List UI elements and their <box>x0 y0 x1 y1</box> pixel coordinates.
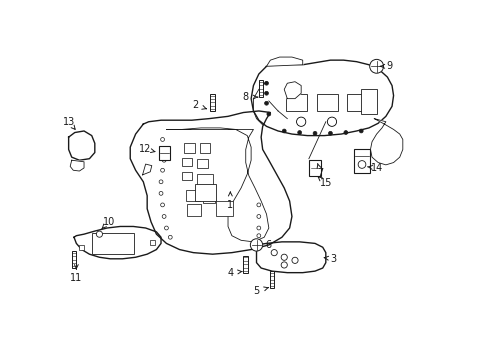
Circle shape <box>162 148 166 152</box>
Text: 11: 11 <box>70 273 82 283</box>
Bar <box>187 204 201 216</box>
Polygon shape <box>70 160 84 171</box>
Bar <box>217 201 233 216</box>
Text: 2: 2 <box>192 100 198 110</box>
Text: 14: 14 <box>370 163 383 173</box>
Bar <box>203 193 215 203</box>
Bar <box>197 174 213 188</box>
Bar <box>244 256 248 273</box>
Circle shape <box>159 192 163 195</box>
Bar <box>197 159 208 168</box>
Polygon shape <box>130 111 292 254</box>
Circle shape <box>161 203 165 207</box>
Circle shape <box>97 231 102 237</box>
Circle shape <box>257 215 261 219</box>
Bar <box>199 143 210 153</box>
Text: 3: 3 <box>330 254 337 264</box>
Bar <box>347 94 369 111</box>
Text: 7: 7 <box>318 167 323 177</box>
Circle shape <box>257 226 261 230</box>
Text: 9: 9 <box>387 61 393 71</box>
Circle shape <box>313 131 317 135</box>
Text: 5: 5 <box>253 286 260 296</box>
Polygon shape <box>74 226 161 259</box>
Bar <box>186 189 199 201</box>
Polygon shape <box>257 242 326 273</box>
Circle shape <box>282 129 286 133</box>
Bar <box>317 94 338 111</box>
Polygon shape <box>267 57 303 66</box>
Circle shape <box>257 234 261 238</box>
Text: 6: 6 <box>266 240 272 250</box>
Circle shape <box>265 81 269 85</box>
Circle shape <box>161 138 165 141</box>
Bar <box>259 80 264 97</box>
Bar <box>270 271 274 288</box>
Text: 10: 10 <box>102 217 115 227</box>
Circle shape <box>169 235 172 239</box>
Bar <box>353 149 370 172</box>
Bar <box>361 89 377 114</box>
Bar <box>184 143 195 153</box>
Circle shape <box>369 59 384 73</box>
Circle shape <box>344 131 348 134</box>
Polygon shape <box>69 131 95 160</box>
Circle shape <box>267 112 271 116</box>
Circle shape <box>162 158 166 162</box>
Circle shape <box>250 239 263 251</box>
Bar <box>195 184 217 201</box>
Circle shape <box>159 180 163 184</box>
Polygon shape <box>143 164 152 175</box>
Circle shape <box>327 117 337 126</box>
Text: 13: 13 <box>63 117 75 127</box>
Polygon shape <box>251 60 393 136</box>
Circle shape <box>162 215 166 219</box>
Bar <box>159 147 170 160</box>
Circle shape <box>358 161 366 168</box>
Bar <box>182 172 192 180</box>
Polygon shape <box>370 119 403 165</box>
Bar <box>210 94 215 111</box>
Bar <box>309 160 321 176</box>
Circle shape <box>328 131 332 135</box>
Circle shape <box>265 101 269 105</box>
Circle shape <box>281 262 287 268</box>
Circle shape <box>257 203 261 207</box>
Bar <box>182 158 192 166</box>
Circle shape <box>298 131 301 134</box>
Bar <box>286 94 307 111</box>
Circle shape <box>359 129 363 133</box>
Circle shape <box>281 254 287 260</box>
Circle shape <box>292 257 298 264</box>
Text: 1: 1 <box>227 200 233 210</box>
Circle shape <box>296 117 306 126</box>
Bar <box>150 240 155 245</box>
Polygon shape <box>284 82 301 99</box>
Text: 12: 12 <box>140 144 152 154</box>
Circle shape <box>165 226 169 230</box>
Bar <box>79 245 84 249</box>
Bar <box>92 233 134 254</box>
Bar <box>72 251 76 268</box>
Text: 4: 4 <box>227 268 233 278</box>
Text: 15: 15 <box>319 178 332 188</box>
Circle shape <box>271 249 277 256</box>
Circle shape <box>161 168 165 172</box>
Text: 8: 8 <box>243 92 249 102</box>
Circle shape <box>265 91 269 95</box>
